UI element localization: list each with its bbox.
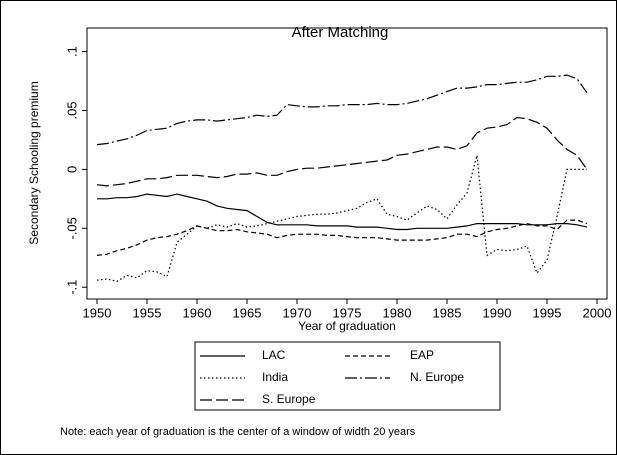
y-tick-label: -.05 [64,217,79,239]
series-line [96,219,588,256]
y-axis-title: Secondary Schooling premium [27,81,41,244]
x-tick-label: 2000 [583,305,612,320]
series-line [97,193,588,231]
x-tick-label: 1985 [433,305,462,320]
x-tick-label: 1950 [83,305,112,320]
x-axis-title: Year of graduation [298,319,396,333]
chart-title: After Matching [292,24,389,41]
y-tick-label: .1 [64,46,79,57]
x-tick-label: 1955 [133,305,162,320]
legend-label: LAC [262,348,286,362]
legend-label: EAP [410,348,434,362]
legend-box [194,341,501,411]
x-tick-label: 1990 [483,305,512,320]
series-line [96,116,588,187]
y-tick-label: -.1 [64,280,79,295]
y-tick-label: .05 [64,101,79,119]
x-tick-label: 1980 [383,305,412,320]
note: Note: each year of graduation is the cen… [60,426,416,438]
x-tick-label: 1975 [333,305,362,320]
legend-label: N. Europe [410,370,464,384]
series-line [96,155,587,282]
series-line [96,74,588,146]
x-tick-label: 1960 [183,305,212,320]
legend-label: S. Europe [262,392,316,406]
y-tick-label: 0 [64,166,79,173]
legend-label: India [262,370,288,384]
x-tick-label: 1995 [533,305,562,320]
x-tick-label: 1965 [233,305,262,320]
x-tick-label: 1970 [283,305,312,320]
